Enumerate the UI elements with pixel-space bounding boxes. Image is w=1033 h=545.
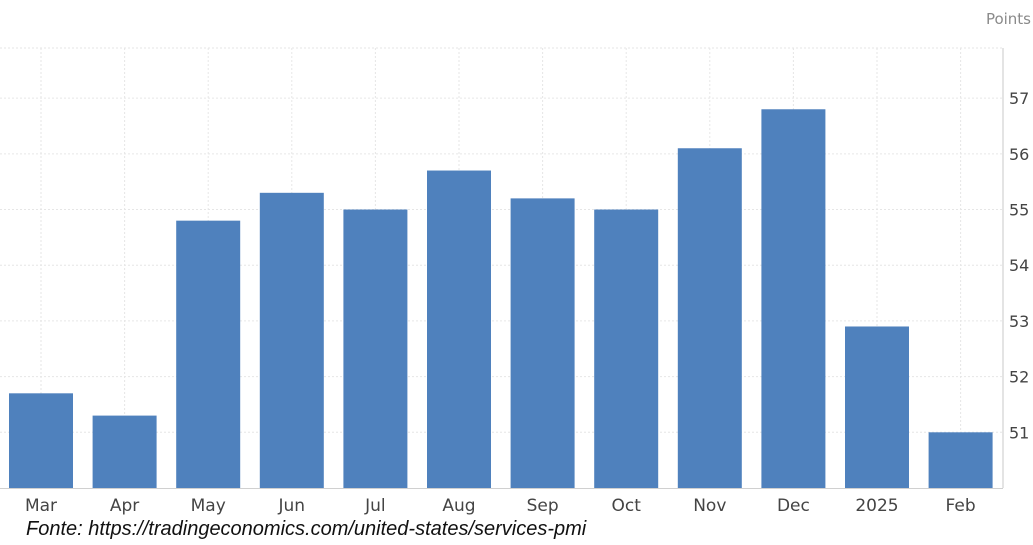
bar-oct <box>594 209 659 488</box>
source-caption: Fonte: https://tradingeconomics.com/unit… <box>26 518 587 540</box>
y-axis-ticks: 51 52 53 54 55 56 57 <box>1009 89 1029 442</box>
y-tick-label: 53 <box>1009 312 1029 331</box>
x-tick-label: Dec <box>777 496 810 516</box>
bar-2025 <box>845 326 909 488</box>
bar-jun <box>259 192 324 488</box>
y-tick-label: 56 <box>1009 145 1029 164</box>
bar-aug <box>427 170 491 488</box>
x-tick-label: Aug <box>442 496 475 516</box>
x-tick-label: 2025 <box>855 496 898 516</box>
y-tick-label: 54 <box>1009 256 1029 275</box>
y-axis-unit-label: Points <box>985 10 1031 28</box>
x-axis-ticks: Mar Apr May Jun Jul Aug Sep Oct Nov Dec 2025 Feb <box>25 496 976 516</box>
x-tick-label: Nov <box>693 496 726 516</box>
bar-dec <box>761 109 826 489</box>
bar-mar <box>9 393 73 488</box>
bar-may <box>176 220 241 488</box>
x-tick-label: Apr <box>110 496 139 516</box>
x-tick-label: Jun <box>278 496 306 516</box>
bar-sep <box>510 198 575 488</box>
x-tick-label: Oct <box>611 496 641 516</box>
y-tick-label: 51 <box>1009 423 1029 442</box>
x-tick-label: Feb <box>946 496 976 516</box>
y-tick-label: 55 <box>1009 201 1029 220</box>
bars <box>9 109 993 489</box>
bar-jul <box>343 209 408 488</box>
x-tick-label: May <box>191 496 226 516</box>
bar-feb <box>928 432 993 488</box>
x-tick-label: Mar <box>25 496 57 516</box>
y-tick-label: 52 <box>1009 368 1029 387</box>
y-tick-label: 57 <box>1009 89 1029 108</box>
bar-apr <box>92 415 157 488</box>
x-tick-label: Sep <box>527 496 559 516</box>
bar-nov <box>677 148 742 488</box>
x-tick-label: Jul <box>364 496 386 516</box>
